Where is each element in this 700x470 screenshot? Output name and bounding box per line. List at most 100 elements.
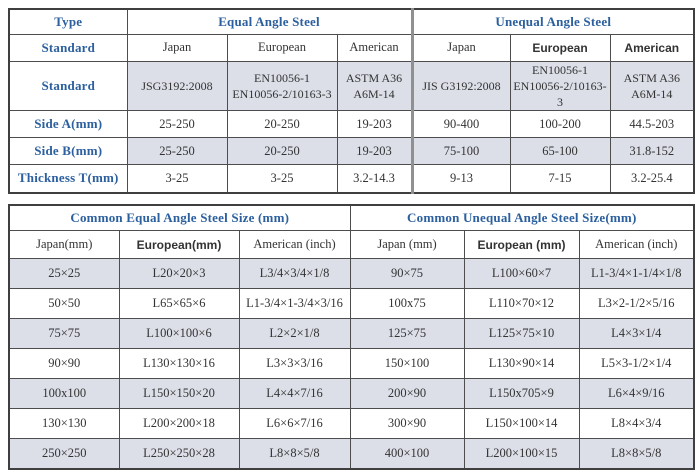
spec-value-cell: 25-250 xyxy=(126,137,228,166)
size-data-row: 50×50 L65×65×6 L1-3/4×1-3/4×3/16 100x75 … xyxy=(8,288,695,320)
spec-standard-row: Standard JSG3192:2008 EN10056-1 EN10056-… xyxy=(8,60,695,112)
spec-value-cell: 3-25 xyxy=(226,164,338,194)
size-title-row: Common Equal Angle Steel Size (mm) Commo… xyxy=(8,204,695,232)
size-cell: 125×75 xyxy=(349,318,465,350)
spec-value-cell: 65-100 xyxy=(509,137,611,166)
size-cell: 100x100 xyxy=(8,378,120,410)
size-cell: 90×75 xyxy=(349,258,465,290)
size-cell: L110×70×12 xyxy=(463,288,580,320)
spec-value-cell: 20-250 xyxy=(226,137,338,166)
size-cell: L150x705×9 xyxy=(463,378,580,410)
size-cell: L150×100×14 xyxy=(463,408,580,440)
spec-value-cell: 3-25 xyxy=(126,164,228,194)
size-cell: L3×3×3/16 xyxy=(238,348,351,380)
spec-region-cell: European xyxy=(226,33,338,62)
angle-steel-spec-table: Type Equal Angle Steel Unequal Angle Ste… xyxy=(8,8,696,194)
size-cell: L250×250×28 xyxy=(118,438,240,470)
side-b-row-label: Side B(mm) xyxy=(8,137,128,166)
size-cell: L4×3×1/4 xyxy=(578,318,695,350)
size-cell: 150×100 xyxy=(349,348,465,380)
spec-standard-cell: JIS G3192:2008 xyxy=(410,60,511,112)
spec-thickness-row: Thickness T(mm) 3-25 3-25 3.2-14.3 9-13 … xyxy=(8,164,695,194)
spec-region-cell: European xyxy=(509,33,611,62)
size-cell: L130×90×14 xyxy=(463,348,580,380)
equal-size-title: Common Equal Angle Steel Size (mm) xyxy=(8,204,351,232)
size-data-row: 75×75 L100×100×6 L2×2×1/8 125×75 L125×75… xyxy=(8,318,695,350)
size-cell: L130×130×16 xyxy=(118,348,240,380)
size-cell: L3/4×3/4×1/8 xyxy=(238,258,351,290)
spec-region-cell: American xyxy=(609,33,695,62)
size-cell: L6×4×9/16 xyxy=(578,378,695,410)
size-cell: L100×60×7 xyxy=(463,258,580,290)
unequal-size-title: Common Unequal Angle Steel Size(mm) xyxy=(349,204,695,232)
spec-region-cell: Japan xyxy=(126,33,228,62)
size-cell: L4×4×7/16 xyxy=(238,378,351,410)
spec-standard-cell: ASTM A36 A6M-14 xyxy=(336,60,413,112)
size-cell: L5×3-1/2×1/4 xyxy=(578,348,695,380)
size-cell: L3×2-1/2×5/16 xyxy=(578,288,695,320)
size-cell: L20×20×3 xyxy=(118,258,240,290)
side-a-row-label: Side A(mm) xyxy=(8,110,128,139)
type-row-label: Type xyxy=(8,8,128,35)
size-data-row: 90×90 L130×130×16 L3×3×3/16 150×100 L130… xyxy=(8,348,695,380)
size-cell: 200×90 xyxy=(349,378,465,410)
spec-region-row: Standard Japan European American Japan E… xyxy=(8,33,695,62)
size-column-header-row: Japan(mm) European(mm) American (inch) J… xyxy=(8,230,695,260)
size-cell: L6×6×7/16 xyxy=(238,408,351,440)
size-cell: 130×130 xyxy=(8,408,120,440)
size-cell: 300×90 xyxy=(349,408,465,440)
size-cell: L1-3/4×1-1/4×1/8 xyxy=(578,258,695,290)
spec-value-cell: 3.2-14.3 xyxy=(336,164,413,194)
spec-value-cell: 19-203 xyxy=(336,110,413,139)
size-cell: L2×2×1/8 xyxy=(238,318,351,350)
size-cell: 100x75 xyxy=(349,288,465,320)
size-col-header: European (mm) xyxy=(463,230,580,260)
spec-side-b-row: Side B(mm) 25-250 20-250 19-203 75-100 6… xyxy=(8,137,695,166)
size-cell: 50×50 xyxy=(8,288,120,320)
spec-value-cell: 19-203 xyxy=(336,137,413,166)
spec-value-cell: 25-250 xyxy=(126,110,228,139)
size-col-header: Japan (mm) xyxy=(349,230,465,260)
standard-row-label: Standard xyxy=(8,60,128,112)
unequal-angle-steel-header: Unequal Angle Steel xyxy=(410,8,695,35)
size-cell: L125×75×10 xyxy=(463,318,580,350)
size-cell: L1-3/4×1-3/4×3/16 xyxy=(238,288,351,320)
size-cell: L200×200×18 xyxy=(118,408,240,440)
size-cell: 250×250 xyxy=(8,438,120,470)
spec-value-cell: 100-200 xyxy=(509,110,611,139)
spec-standard-cell: ASTM A36 A6M-14 xyxy=(609,60,695,112)
thickness-row-label: Thickness T(mm) xyxy=(8,164,128,194)
size-col-header: American (inch) xyxy=(578,230,695,260)
size-cell: L8×8×5/8 xyxy=(578,438,695,470)
size-cell: L200×100×15 xyxy=(463,438,580,470)
size-cell: L65×65×6 xyxy=(118,288,240,320)
size-cell: L150×150×20 xyxy=(118,378,240,410)
size-cell: 25×25 xyxy=(8,258,120,290)
spec-value-cell: 7-15 xyxy=(509,164,611,194)
size-data-row: 130×130 L200×200×18 L6×6×7/16 300×90 L15… xyxy=(8,408,695,440)
spec-type-row: Type Equal Angle Steel Unequal Angle Ste… xyxy=(8,8,695,35)
spec-value-cell: 3.2-25.4 xyxy=(609,164,695,194)
spec-region-cell: American xyxy=(336,33,413,62)
spec-side-a-row: Side A(mm) 25-250 20-250 19-203 90-400 1… xyxy=(8,110,695,139)
equal-angle-steel-header: Equal Angle Steel xyxy=(126,8,413,35)
size-data-row: 25×25 L20×20×3 L3/4×3/4×1/8 90×75 L100×6… xyxy=(8,258,695,290)
size-data-row: 250×250 L250×250×28 L8×8×5/8 400×100 L20… xyxy=(8,438,695,470)
size-cell: L8×8×5/8 xyxy=(238,438,351,470)
size-data-row: 100x100 L150×150×20 L4×4×7/16 200×90 L15… xyxy=(8,378,695,410)
spec-value-cell: 31.8-152 xyxy=(609,137,695,166)
spec-value-cell: 75-100 xyxy=(410,137,511,166)
standard-row-label: Standard xyxy=(8,33,128,62)
spec-standard-cell: JSG3192:2008 xyxy=(126,60,228,112)
size-cell: 400×100 xyxy=(349,438,465,470)
spec-standard-cell: EN10056-1 EN10056-2/10163-3 xyxy=(226,60,338,112)
spec-value-cell: 44.5-203 xyxy=(609,110,695,139)
spec-value-cell: 9-13 xyxy=(410,164,511,194)
size-col-header: American (inch) xyxy=(238,230,351,260)
common-size-table: Common Equal Angle Steel Size (mm) Commo… xyxy=(8,203,696,470)
spec-value-cell: 20-250 xyxy=(226,110,338,139)
spec-standard-cell: EN10056-1 EN10056-2/10163-3 xyxy=(509,60,611,112)
size-col-header: European(mm) xyxy=(118,230,240,260)
size-cell: L8×4×3/4 xyxy=(578,408,695,440)
